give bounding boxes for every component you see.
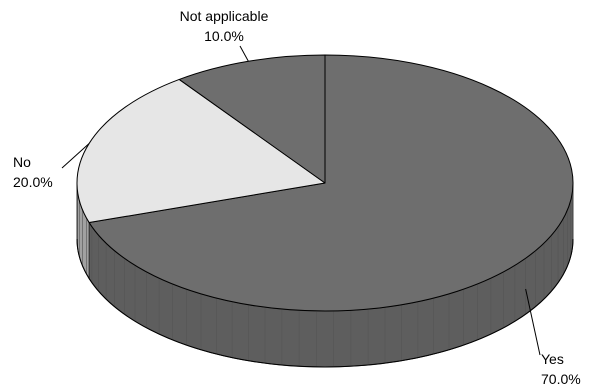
slice-label-yes: Yes — [541, 351, 564, 367]
leader-line-no — [61, 143, 90, 169]
slice-percent-no: 20.0% — [13, 174, 53, 190]
slice-label-no: No — [13, 154, 31, 170]
pie-leader-lines — [61, 45, 541, 356]
pie-bottom-outline — [76, 238, 574, 368]
slice-label-not-applicable: Not applicable — [180, 8, 269, 24]
pie-top-faces — [76, 54, 574, 312]
pie-sides — [76, 182, 574, 368]
leader-line-yes — [525, 288, 541, 356]
slice-no — [76, 78, 326, 224]
leader-line-not-applicable — [239, 45, 249, 62]
slice-yes — [88, 54, 574, 312]
slice-percent-yes: 70.0% — [541, 371, 581, 387]
slice-percent-not-applicable: 10.0% — [204, 28, 244, 44]
